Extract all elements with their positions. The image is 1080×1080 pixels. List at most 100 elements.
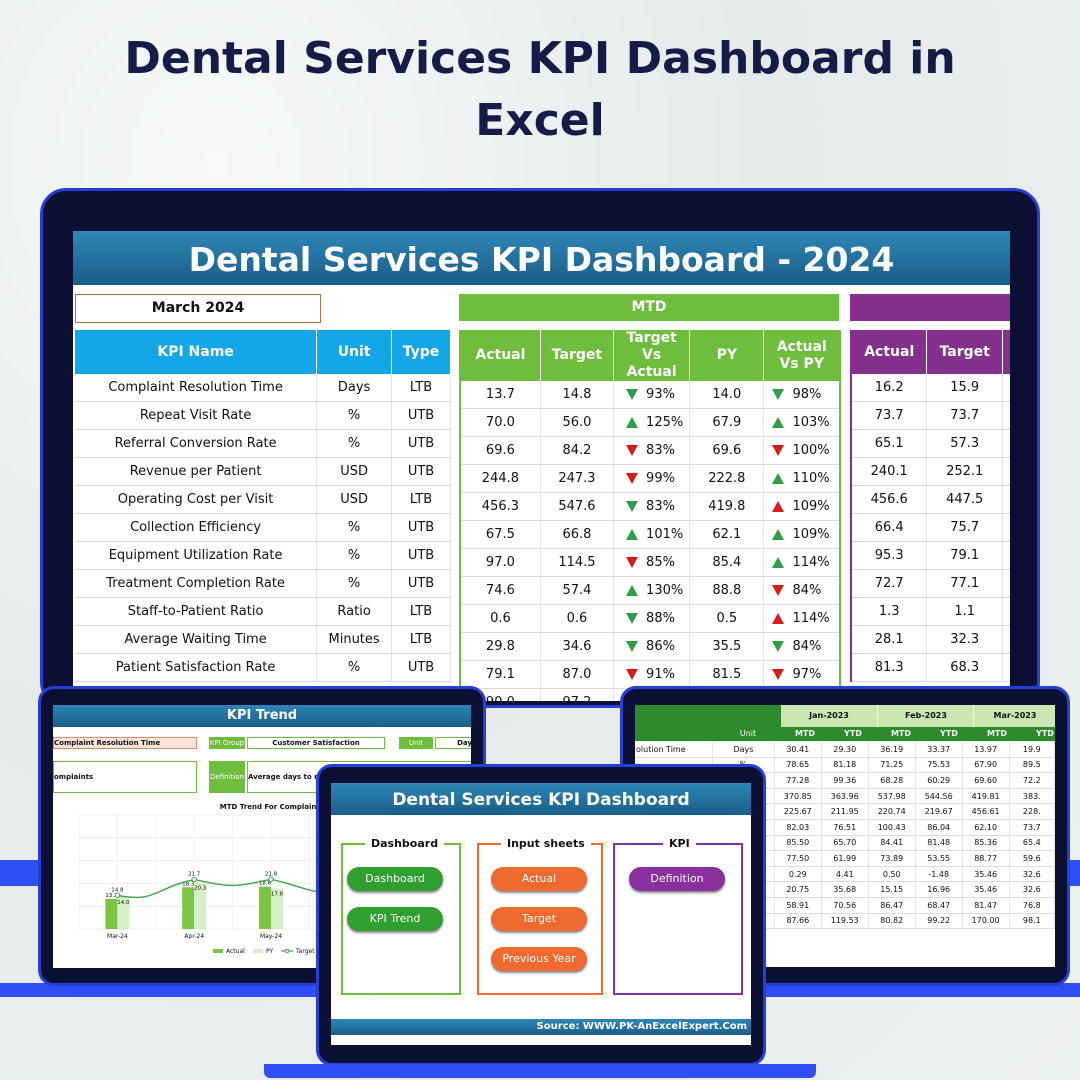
mtd-actual-vs-py: 114% [763,548,841,577]
kpi-name-dropdown[interactable]: Complaint Resolution Time [53,737,197,749]
kpi-name: Average Waiting Time [75,625,318,654]
avp-value: 98% [792,387,822,402]
kpi-row: Equipment Utilization Rate % UTB [75,541,451,570]
sheet-value: 13.97 [962,742,1010,758]
ytd-target: 1.1 [926,597,1003,626]
label-actual: 13.2 [105,893,117,899]
col-mtd-py: PY [689,330,765,381]
mtd-target: 87.0 [540,660,615,689]
arrow-down-icon [626,557,639,568]
kpi-type: UTB [391,541,451,570]
sheet-value: 33.37 [915,742,963,758]
nav-kpi-trend-button[interactable]: KPI Trend [347,907,443,931]
sheet-value: 100.43 [868,819,916,836]
nav-actual-button[interactable]: Actual [491,867,587,891]
mtd-target: 56.0 [540,408,615,437]
sheet-value: 69.60 [962,772,1010,789]
kpi-row: Referral Conversion Rate % UTB [75,429,451,458]
mtd-row: 456.3 547.6 83% 419.8 109% [460,492,841,521]
mtd-actual-vs-py: 110% [763,464,841,493]
x-tick-label: Mar-24 [107,933,128,940]
sheet-value: 68.28 [868,772,916,789]
sheet-value: 61.99 [821,850,869,867]
sheet-value: 419.81 [962,788,1010,805]
kpi-unit: USD [316,485,393,514]
arrow-down-icon [626,641,639,652]
kpi-type: LTB [391,597,451,626]
kpi-type: LTB [391,374,451,402]
ytd-actual: 28.1 [851,625,928,654]
kpi-row: Complaint Resolution Time Days LTB [75,374,451,402]
bar-actual [259,886,271,929]
avp-value: 114% [792,611,830,626]
kpi-type: LTB [391,485,451,514]
ytd-row: 1.3 1.1 [851,597,1010,626]
sheet-value: 99.22 [915,913,963,930]
ytd-row: 72.7 77.1 [851,569,1010,598]
ytd-target: 79.1 [926,541,1003,570]
month-selector[interactable]: March 2024 [75,294,321,323]
avp-value: 84% [792,583,822,598]
tva-value: 125% [646,415,684,430]
kpi-row: Treatment Completion Rate % UTB [75,569,451,598]
kpi-type: UTB [391,457,451,486]
arrow-down-icon [626,669,639,680]
kpi-group-label: KPI Group [209,737,245,749]
sheet-value: 537.98 [868,788,916,805]
label-py: 17.8 [271,891,284,897]
sheet-value: 219.67 [915,803,963,820]
sheet-value: 89.5 [1009,757,1055,774]
center-laptop-base [264,1064,816,1078]
mtd-target-vs-actual: 91% [613,660,691,689]
sheet-value: 70.56 [821,897,869,914]
sheet-value: 68.47 [915,897,963,914]
sheet-value: 15.15 [868,881,916,898]
mtd-actual: 69.6 [460,436,541,465]
main-dashboard-screen: Dental Services KPI Dashboard - 2024 Mar… [73,231,1010,701]
mtd-actual: 456.3 [460,492,541,521]
kpi-type: UTB [391,653,451,682]
ytd-target: 447.5 [926,485,1003,514]
bar-py [117,897,130,929]
sheet-value: 84.41 [868,835,916,852]
month-header-bg [781,705,1055,727]
dashboard-title: Dental Services KPI Dashboard - 2024 [73,231,1010,285]
month-jan: Jan-2023 [809,711,849,720]
kpi-unit: USD [316,457,393,486]
ytd-row: 16.2 15.9 [851,374,1010,402]
arrow-up-icon [772,501,785,512]
kpi-name: Repeat Visit Rate [75,401,318,430]
nav-definition-button[interactable]: Definition [629,867,725,891]
legend-actual-swatch [213,949,223,953]
ytd-table: Actual Target 16.2 15.9 73.7 73.7 65.1 5… [850,330,1010,682]
kpi-unit: % [316,653,393,682]
bar-py [194,882,207,929]
kpi-unit: % [316,541,393,570]
col-type: Type [391,330,451,374]
nav-dashboard-button[interactable]: Dashboard [347,867,443,891]
sub-mtd: MTD [986,729,1008,738]
mtd-target: 114.5 [540,548,615,577]
sheet-value: 0.50 [868,866,916,883]
label-target: 14.8 [111,887,124,893]
sheet-value: 87.66 [774,913,822,930]
tva-value: 93% [646,387,675,402]
kpi-name: Referral Conversion Rate [75,429,318,458]
bar-actual [182,887,195,929]
mtd-target-vs-actual: 88% [613,604,691,633]
mtd-py: 222.8 [689,464,765,493]
nav-previous-year-button[interactable]: Previous Year [491,947,587,971]
label-target: 21.8 [265,871,278,877]
legend-target-marker [284,948,290,954]
kpi-type: UTB [391,513,451,542]
mtd-actual-vs-py: 103% [763,408,841,437]
nav-target-button[interactable]: Target [491,907,587,931]
mtd-actual: 0.6 [460,604,541,633]
sheet-value: 60.29 [915,772,963,789]
mtd-py: 85.4 [689,548,765,577]
kpi-unit: % [316,429,393,458]
mtd-py: 35.5 [689,632,765,661]
kpi-name: Revenue per Patient [75,457,318,486]
arrow-down-icon [626,389,639,400]
avp-value: 103% [792,415,830,430]
